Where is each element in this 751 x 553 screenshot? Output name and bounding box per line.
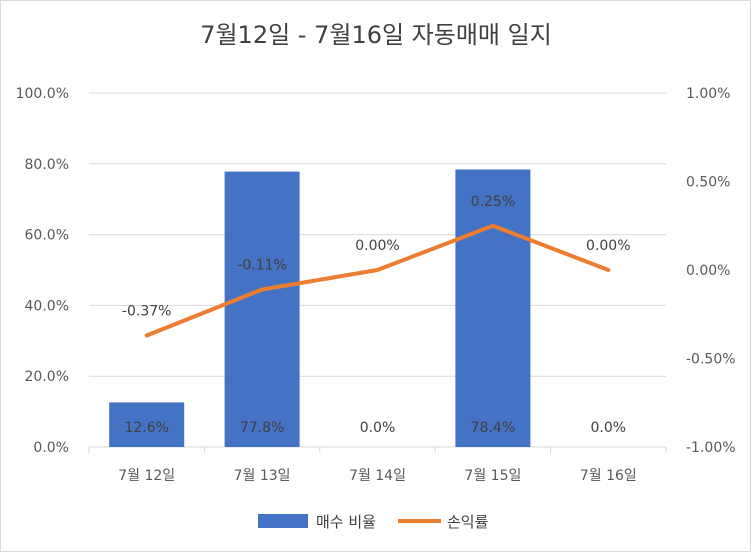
legend-label-bar: 매수 비율 [316,513,376,531]
bar-series [109,169,531,448]
x-tick-label: 7월 13일 [234,468,291,484]
bar-data-label: 78.4% [471,420,515,436]
y-left-tick-label: 80.0% [25,157,69,173]
y-left-tick-label: 20.0% [25,369,69,385]
y-right-tick-label: 0.50% [686,175,730,191]
legend: 매수 비율 손익률 [258,513,489,531]
x-tick-label: 7월 16일 [580,468,637,484]
bar-data-label: 77.8% [240,420,284,436]
y-right-tick-label: 1.00% [686,86,730,102]
bar [109,402,185,447]
x-tick-label: 7월 12일 [118,468,175,484]
legend-swatch-bar [258,514,308,528]
line-data-label: 0.00% [355,238,399,254]
x-tick-label: 7월 15일 [464,468,521,484]
line-data-label: 0.00% [586,238,630,254]
data-labels: 12.6% 77.8% 0.0% 78.4% 0.0% -0.37% -0.11% 0.00%… [122,194,631,436]
line-data-label: 0.25% [471,194,515,210]
bar-data-label: 12.6% [124,420,168,436]
line-series [144,223,611,338]
line-data-label: -0.37% [122,303,172,319]
y-right-tick-label: 0.00% [686,263,730,279]
y-left-tick-label: 100.0% [16,86,69,102]
chart-title: 7월12일 - 7월16일 자동매매 일지 [200,21,552,49]
x-tick-label: 7월 14일 [349,468,406,484]
axis-ticks: 0.0% 20.0% 40.0% 60.0% 80.0% 100.0% -1.00% -0.5… [16,86,736,484]
y-right-tick-label: -1.00% [686,440,736,456]
bar-data-label: 0.0% [591,420,627,436]
gridlines [88,92,667,453]
y-left-tick-label: 40.0% [25,298,69,314]
line-path [144,223,611,338]
y-left-tick-label: 60.0% [25,228,69,244]
y-right-tick-label: -0.50% [686,352,736,368]
legend-label-line: 손익률 [447,513,489,531]
line-data-label: -0.11% [237,257,287,273]
bar-data-label: 0.0% [360,420,396,436]
y-left-tick-label: 0.0% [33,440,69,456]
bar [455,169,531,448]
bar [224,171,300,447]
